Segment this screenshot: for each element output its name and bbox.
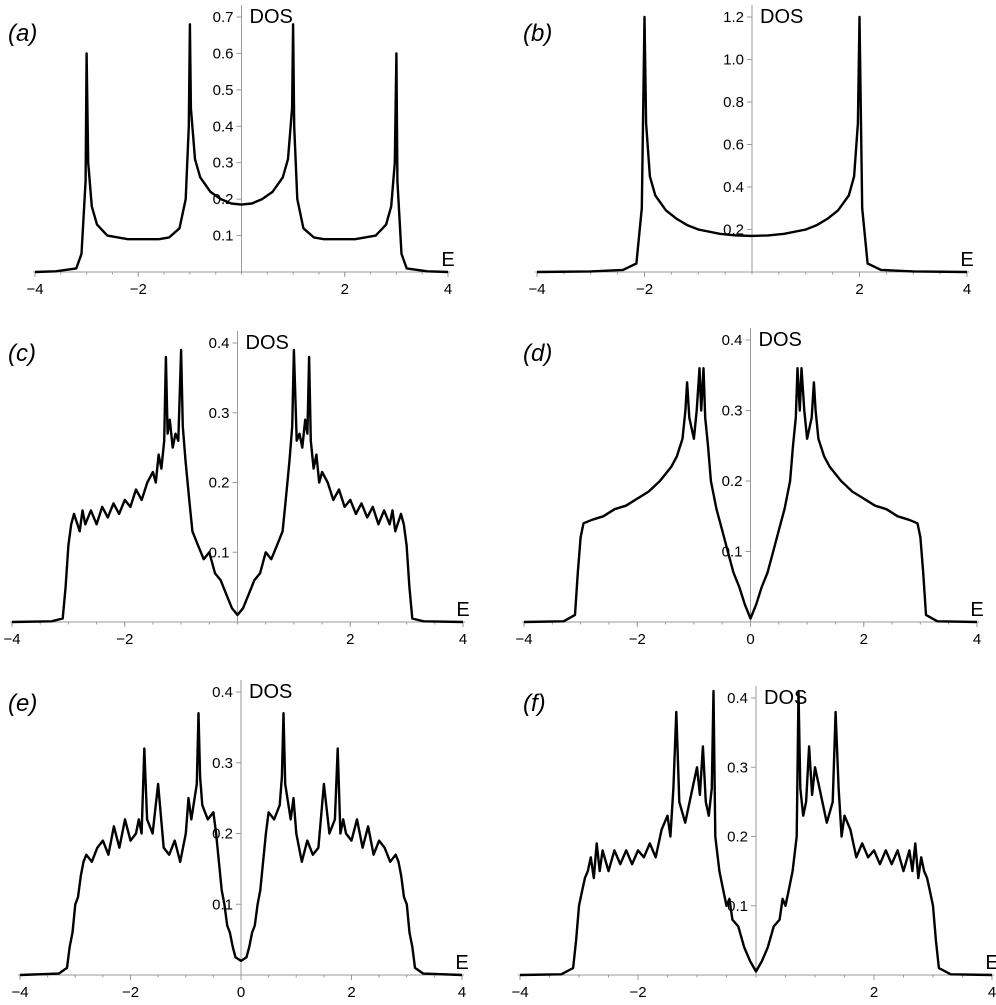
y-tick-label: 0.3	[212, 755, 233, 772]
x-tick-label: −4	[528, 281, 545, 298]
panel-label: (f)	[523, 690, 546, 717]
x-axis-label: E	[960, 249, 973, 271]
y-tick-label: 1.0	[723, 52, 744, 69]
dos-chart: −4 −2 2 4 0.1 0.2 0.3 0.4 DOS E	[3, 331, 470, 648]
x-axis-label: E	[985, 952, 996, 974]
y-tick-label: 0.3	[209, 405, 230, 422]
x-tick-label: −2	[636, 281, 653, 298]
x-tick-label: 2	[341, 281, 349, 298]
y-axis-label: DOS	[250, 6, 293, 28]
x-tick-label: 2	[855, 281, 863, 298]
x-tick-label: 4	[458, 984, 466, 1001]
y-tick-label: 0.3	[727, 759, 748, 776]
chart-panel: (c) −4 −2 2 4 0.1 0.2 0.3 0.4 DOS E	[0, 320, 475, 648]
y-tick-label: 0.1	[722, 544, 743, 561]
y-axis-label: DOS	[249, 681, 292, 703]
y-tick-label: 0.1	[213, 228, 234, 245]
x-tick-label: 4	[459, 631, 467, 648]
x-axis-label: E	[456, 599, 469, 621]
chart-panel: (b) −4 −2 2 4 0.2 0.4 0.6 0.8 1.0 1.2 DOS E	[515, 0, 995, 300]
chart-panel: (e) −4 −2 0 2 4 0.1 0.2 0.3 0.4 DOS E	[0, 670, 475, 1005]
y-tick-label: 0.2	[209, 475, 230, 492]
x-tick-label: −2	[116, 631, 133, 648]
x-tick-label: 2	[347, 984, 355, 1001]
chart-panel: (d) −4 −2 0 2 4 0.1 0.2 0.3 0.4 DOS E	[515, 320, 995, 648]
panel-label: (e)	[8, 690, 38, 717]
x-tick-label: 2	[346, 631, 354, 648]
y-tick-label: 0.4	[723, 179, 744, 196]
y-tick-label: 0.4	[213, 118, 234, 135]
chart-panel: (f) −4 −2 2 4 0.1 0.2 0.3 0.4 DOS E	[511, 670, 996, 1005]
dos-series-line	[34, 23, 449, 274]
panel-label: (d)	[523, 340, 553, 367]
x-tick-label: −4	[3, 631, 20, 648]
x-axis-label: E	[970, 599, 983, 621]
y-tick-label: 0.7	[213, 9, 234, 26]
panel-label: (a)	[8, 20, 38, 47]
y-axis-label: DOS	[759, 329, 802, 351]
dos-series-line	[11, 348, 464, 624]
y-tick-label: 0.6	[213, 45, 234, 62]
y-tick-label: 0.1	[212, 896, 233, 913]
y-axis-label: DOS	[760, 6, 803, 28]
x-tick-label: −2	[122, 984, 139, 1001]
x-tick-label: −2	[629, 631, 646, 648]
x-tick-label: 2	[860, 631, 868, 648]
x-tick-label: 4	[963, 281, 971, 298]
dos-series-line	[19, 712, 463, 977]
y-tick-label: 0.2	[727, 829, 748, 846]
x-axis-label: E	[441, 249, 454, 271]
y-axis-label: DOS	[246, 332, 289, 354]
x-tick-label: 2	[870, 984, 878, 1001]
dos-chart: −4 −2 0 2 4 0.1 0.2 0.3 0.4 DOS E	[515, 328, 984, 648]
x-tick-label: 0	[237, 984, 245, 1001]
y-tick-label: 1.2	[723, 9, 744, 26]
dos-chart: −4 −2 2 4 0.1 0.2 0.3 0.4 DOS E	[511, 686, 996, 1001]
x-tick-label: −4	[511, 984, 528, 1001]
x-tick-label: 0	[746, 631, 754, 648]
x-tick-label: −4	[11, 984, 28, 1001]
x-tick-label: 4	[988, 984, 996, 1001]
x-tick-label: −4	[26, 281, 43, 298]
y-tick-label: 0.3	[213, 155, 234, 172]
x-tick-label: −2	[130, 281, 147, 298]
x-axis-label: E	[455, 952, 468, 974]
y-tick-label: 0.3	[722, 403, 743, 420]
dos-series-line	[536, 15, 968, 274]
panel-label: (b)	[523, 20, 553, 47]
y-tick-label: 0.2	[722, 473, 743, 490]
x-tick-label: −4	[515, 631, 532, 648]
y-tick-label: 0.4	[727, 690, 748, 707]
panel-label: (c)	[8, 340, 36, 367]
x-tick-label: 4	[444, 281, 452, 298]
x-tick-label: 4	[973, 631, 981, 648]
y-axis-label: DOS	[764, 687, 807, 709]
y-tick-label: 0.6	[723, 137, 744, 154]
y-tick-label: 0.8	[723, 94, 744, 111]
y-tick-label: 0.4	[212, 684, 233, 701]
y-tick-label: 0.4	[209, 335, 230, 352]
chart-panel: (a) −4 −2 2 4 0.1 0.2 0.3 0.4 0.5 0.6 0.7 DOS E	[0, 0, 475, 300]
dos-series-line	[519, 689, 993, 977]
y-tick-label: 0.4	[722, 332, 743, 349]
y-tick-label: 0.1	[209, 544, 230, 561]
dos-series-line	[523, 367, 978, 624]
y-tick-label: 0.1	[727, 898, 748, 915]
x-tick-label: −2	[629, 984, 646, 1001]
y-tick-label: 0.5	[213, 82, 234, 99]
